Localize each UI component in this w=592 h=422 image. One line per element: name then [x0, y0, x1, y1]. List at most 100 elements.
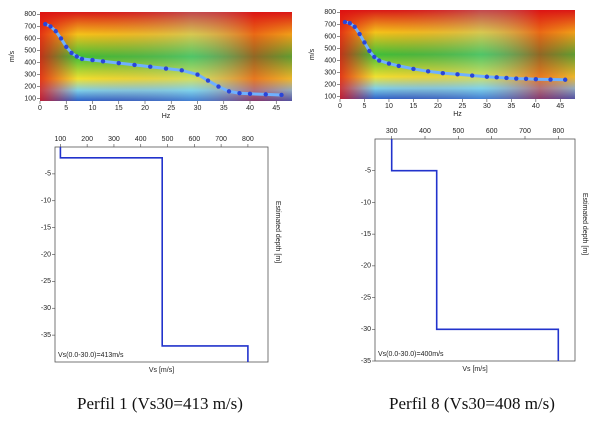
y-tick-label: -10 — [41, 198, 51, 205]
dispersion-point — [58, 36, 64, 41]
dispersion-point — [74, 54, 79, 59]
y-tick-label: -10 — [361, 199, 371, 206]
y-tick-label: 600 — [324, 33, 336, 40]
y-tick-label: 100 — [24, 95, 36, 102]
dispersion-point — [425, 69, 431, 74]
y-tick-label: 700 — [24, 23, 36, 30]
x-tick-label: 45 — [272, 105, 280, 112]
x-tick-label: 800 — [552, 128, 564, 135]
y-axis-label: Estimated depth [m] — [274, 201, 281, 263]
y-tick-label: -15 — [41, 224, 51, 231]
dispersion-point — [386, 61, 392, 66]
dispersion-point — [367, 48, 372, 54]
dispersion-point — [247, 91, 253, 96]
y-tick-label: 500 — [324, 45, 336, 52]
dispersion-point — [440, 70, 446, 76]
heatmap-overlay — [340, 10, 575, 99]
dispersion-point — [53, 29, 58, 34]
dispersion-point — [69, 50, 74, 56]
dispersion-point — [469, 73, 475, 78]
y-tick-label: 800 — [24, 11, 36, 18]
dispersion-point — [455, 72, 460, 77]
y-tick-label: 500 — [24, 47, 36, 54]
y-tick-label: -35 — [361, 358, 371, 365]
x-tick-label: 300 — [386, 128, 398, 135]
dispersion-point — [116, 60, 121, 66]
dispersion-point — [347, 21, 352, 26]
dispersion-point — [396, 63, 401, 69]
y-tick-label: -20 — [41, 251, 51, 258]
dispersion-point — [548, 77, 553, 82]
dispersion-point — [484, 74, 490, 79]
dispersion-point — [352, 24, 357, 30]
x-tick-label: 0 — [38, 105, 42, 112]
dispersion-point — [342, 19, 348, 25]
y-tick-label: -5 — [365, 168, 371, 175]
dispersion-point — [100, 59, 106, 64]
x-axis-label: Vs [m/s] — [462, 366, 487, 373]
x-tick-label: 35 — [507, 103, 515, 110]
x-tick-label: 0 — [338, 103, 342, 110]
x-tick-label: 300 — [108, 136, 120, 143]
dispersion-point — [148, 64, 153, 69]
x-tick-label: 100 — [55, 136, 67, 143]
dispersion-point — [195, 72, 200, 77]
vs-profile — [390, 139, 560, 361]
x-tick-label: 20 — [434, 103, 442, 110]
caption: Perfil 8 (Vs30=408 m/s) — [389, 394, 555, 413]
x-tick-label: 5 — [363, 103, 367, 110]
x-tick-label: 400 — [419, 128, 431, 135]
vs30-annotation: Vs(0.0-30.0)=413m/s — [58, 352, 124, 359]
dispersion-point — [64, 44, 69, 50]
x-tick-label: 40 — [532, 103, 540, 110]
dispersion-point — [411, 66, 416, 72]
vs-profile — [59, 147, 249, 362]
x-tick-label: 500 — [162, 136, 174, 143]
x-tick-label: 700 — [215, 136, 227, 143]
dispersion-point — [494, 75, 499, 80]
y-tick-label: 200 — [24, 83, 36, 90]
x-tick-label: 15 — [410, 103, 418, 110]
dispersion-point — [357, 31, 362, 37]
dispersion-point — [372, 54, 377, 60]
y-tick-label: 200 — [324, 81, 336, 88]
x-tick-label: 25 — [167, 105, 175, 112]
x-tick-label: 400 — [135, 136, 147, 143]
y-tick-label: -5 — [45, 171, 51, 178]
dispersion-point — [504, 75, 509, 81]
dispersion-point — [43, 21, 48, 27]
y-tick-label: -20 — [361, 263, 371, 270]
x-tick-label: 35 — [220, 105, 228, 112]
x-tick-label: 45 — [556, 103, 564, 110]
y-axis-label: Estimated depth [m] — [581, 193, 588, 255]
y-axis-label: m/s — [9, 50, 16, 62]
x-tick-label: 15 — [115, 105, 123, 112]
y-tick-label: 300 — [24, 71, 36, 78]
y-axis-label: m/s — [309, 48, 316, 60]
dispersion-point — [523, 76, 529, 81]
dispersion-point — [376, 58, 382, 63]
dispersion-point — [362, 40, 367, 45]
y-tick-label: 800 — [324, 9, 336, 16]
x-tick-label: 500 — [452, 128, 464, 135]
x-tick-label: 600 — [188, 136, 200, 143]
dispersion-point — [205, 78, 211, 83]
dispersion-point — [163, 66, 169, 71]
dispersion-point — [216, 84, 221, 89]
dispersion-point — [533, 76, 539, 82]
dispersion-point — [179, 68, 184, 73]
x-axis-label: Vs [m/s] — [149, 367, 174, 374]
x-tick-label: 600 — [486, 128, 498, 135]
y-tick-label: 400 — [324, 57, 336, 64]
dispersion-point — [226, 89, 232, 94]
x-tick-label: 30 — [194, 105, 202, 112]
y-tick-label: -35 — [41, 332, 51, 339]
y-tick-label: 700 — [324, 21, 336, 28]
x-tick-label: 5 — [64, 105, 68, 112]
x-tick-label: 30 — [483, 103, 491, 110]
dispersion-point — [79, 56, 85, 62]
y-tick-label: -15 — [361, 231, 371, 238]
x-tick-label: 700 — [519, 128, 531, 135]
